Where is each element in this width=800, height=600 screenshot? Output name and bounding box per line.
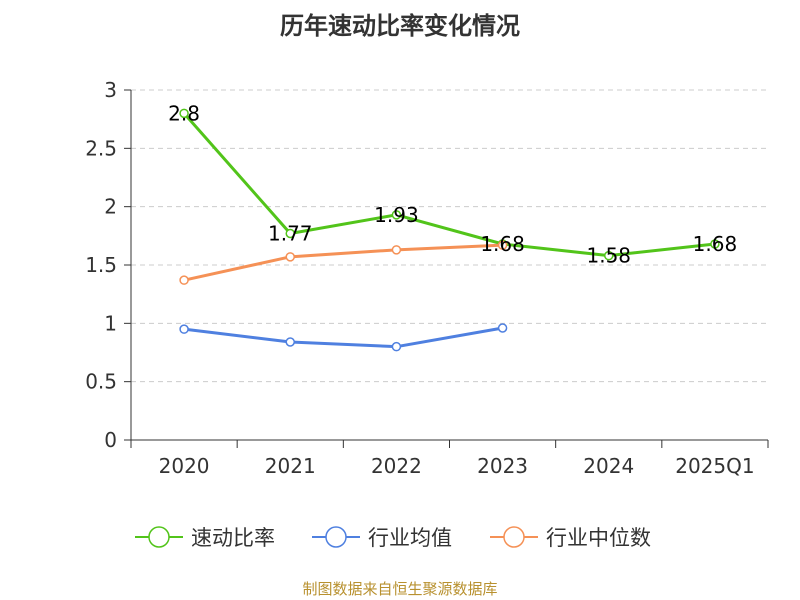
series-lines	[179, 108, 720, 352]
data-point[interactable]	[391, 245, 402, 255]
x-tick-label: 2021	[265, 454, 316, 478]
legend-item-2[interactable]: 行业中位数	[490, 526, 651, 550]
data-point[interactable]	[497, 240, 508, 250]
x-tick-label: 2024	[583, 454, 634, 478]
legend[interactable]: 速动比率 行业均值 行业中位数	[135, 526, 651, 550]
grid-lines	[131, 89, 768, 383]
series-line-2	[183, 243, 503, 282]
y-tick-label: 1	[104, 311, 117, 335]
data-point[interactable]	[285, 337, 295, 347]
data-point[interactable]	[179, 108, 189, 119]
data-point[interactable]	[179, 275, 189, 285]
y-tick-label: 1.5	[85, 253, 117, 277]
series-line-1	[183, 326, 503, 349]
y-tick-label: 3	[104, 78, 117, 102]
axes: 0 0.5 1 1.5 2 2.5 3 2020 2021 2022 2023 2024 2025Q1	[85, 78, 769, 478]
x-tick-label: 2023	[477, 454, 528, 478]
legend-label: 行业均值	[368, 526, 452, 550]
data-point[interactable]	[179, 324, 189, 334]
data-label: 1.93	[374, 203, 419, 227]
legend-marker-icon	[325, 526, 347, 548]
data-point[interactable]	[391, 210, 402, 220]
data-point[interactable]	[285, 228, 295, 239]
data-label: 1.68	[693, 232, 738, 256]
legend-item-0[interactable]: 速动比率	[135, 526, 275, 550]
legend-marker-icon	[503, 526, 525, 548]
data-point[interactable]	[604, 250, 614, 261]
data-point[interactable]	[285, 252, 295, 262]
data-labels: 2.8 1.77 1.93 1.68 1.58 1.68	[168, 101, 737, 267]
x-tick-label: 2022	[371, 454, 422, 478]
legend-item-1[interactable]: 行业均值	[312, 526, 452, 550]
chart-title: 历年速动比率变化情况	[280, 12, 520, 40]
data-label: 1.58	[586, 244, 631, 268]
series-line-0	[182, 112, 716, 258]
data-point[interactable]	[497, 323, 508, 333]
data-label: 1.68	[480, 232, 525, 256]
data-point[interactable]	[391, 341, 402, 352]
data-label: 1.77	[268, 222, 313, 246]
legend-label: 行业中位数	[546, 526, 651, 550]
data-label: 2.8	[168, 101, 200, 125]
data-point[interactable]	[710, 239, 720, 249]
source-footer: 制图数据来自恒生聚源数据库	[302, 580, 498, 598]
y-tick-label: 0.5	[85, 370, 117, 394]
y-tick-label: 2	[104, 195, 117, 219]
y-tick-label: 0	[104, 428, 117, 452]
y-tick-label: 2.5	[85, 136, 117, 160]
legend-label: 速动比率	[191, 526, 275, 550]
x-tick-label: 2020	[159, 454, 210, 478]
legend-marker-icon	[148, 526, 170, 548]
x-tick-label: 2025Q1	[675, 454, 754, 478]
